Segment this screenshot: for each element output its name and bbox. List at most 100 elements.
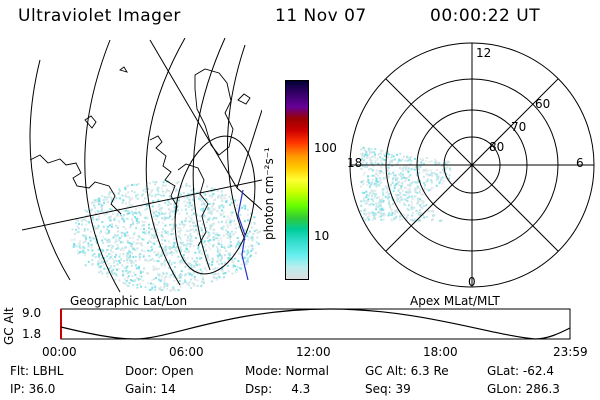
aurora-pixel xyxy=(154,237,157,239)
aurora-pixel xyxy=(425,215,428,218)
aurora-pixel xyxy=(399,159,402,162)
aurora-pixel xyxy=(220,204,223,207)
aurora-pixel xyxy=(362,183,365,185)
aurora-pixel xyxy=(118,209,121,212)
aurora-pixel xyxy=(218,252,221,255)
aurora-pixel xyxy=(364,202,367,205)
aurora-pixel xyxy=(142,270,145,273)
aurora-pixel xyxy=(200,227,203,230)
aurora-pixel xyxy=(170,233,173,236)
aurora-pixel xyxy=(394,174,397,177)
aurora-pixel xyxy=(167,266,170,269)
aurora-pixel xyxy=(247,245,250,248)
aurora-pixel xyxy=(153,237,155,239)
aurora-pixel xyxy=(157,193,160,196)
aurora-pixel xyxy=(360,148,363,151)
aurora-pixel xyxy=(191,203,194,206)
aurora-pixel xyxy=(400,187,402,190)
aurora-pixel xyxy=(83,250,86,253)
aurora-pixel xyxy=(154,218,157,221)
aurora-pixel xyxy=(212,232,215,235)
aurora-pixel xyxy=(142,255,145,258)
aurora-pixel xyxy=(413,189,416,192)
aurora-pixel xyxy=(151,258,154,260)
aurora-pixel xyxy=(367,215,370,218)
aurora-pixel xyxy=(161,235,164,238)
aurora-pixel xyxy=(190,209,193,211)
aurora-pixel xyxy=(154,195,157,198)
aurora-pixel xyxy=(395,209,398,212)
aurora-pixel xyxy=(222,210,225,213)
aurora-pixel xyxy=(388,186,391,189)
aurora-pixel xyxy=(142,238,145,241)
aurora-pixel xyxy=(380,166,383,169)
aurora-pixel xyxy=(96,210,99,213)
aurora-pixel xyxy=(375,208,378,211)
aurora-pixel xyxy=(125,279,128,282)
aurora-pixel xyxy=(169,196,172,199)
aurora-pixel xyxy=(407,209,410,211)
aurora-pixel xyxy=(158,212,161,214)
aurora-pixel xyxy=(137,183,140,185)
aurora-pixel xyxy=(380,205,383,208)
aurora-pixel xyxy=(157,267,160,270)
aurora-pixel xyxy=(111,271,113,274)
aurora-pixel xyxy=(235,207,238,210)
aurora-pixel xyxy=(113,192,116,195)
aurora-pixel xyxy=(197,272,200,275)
aurora-pixel xyxy=(197,245,200,248)
aurora-pixel xyxy=(115,235,118,238)
aurora-pixel xyxy=(408,194,411,197)
aurora-pixel xyxy=(111,199,113,201)
aurora-pixel xyxy=(188,204,191,207)
aurora-pixel xyxy=(169,289,172,292)
aurora-pixel xyxy=(138,221,140,224)
aurora-pixel xyxy=(173,242,176,245)
aurora-pixel xyxy=(191,240,194,243)
aurora-pixel xyxy=(103,261,105,264)
aurora-pixel xyxy=(435,168,438,171)
aurora-pixel xyxy=(401,218,404,220)
aurora-pixel xyxy=(229,235,232,238)
aurora-pixel xyxy=(172,246,175,249)
aurora-pixel xyxy=(384,176,387,179)
aurora-pixel xyxy=(189,220,192,223)
aurora-pixel xyxy=(114,256,117,258)
aurora-pixel xyxy=(382,172,385,175)
aurora-pixel xyxy=(235,245,238,248)
aurora-pixel xyxy=(403,155,405,158)
aurora-pixel xyxy=(139,228,142,231)
aurora-pixel xyxy=(446,161,449,164)
aurora-pixel xyxy=(219,249,222,252)
aurora-pixel xyxy=(436,173,439,176)
aurora-pixel xyxy=(97,215,100,218)
aurora-pixel xyxy=(389,188,392,191)
aurora-pixel xyxy=(430,179,433,182)
aurora-pixel xyxy=(195,230,198,233)
aurora-pixel xyxy=(374,214,377,217)
mode-info: Mode: Normal xyxy=(245,364,329,378)
aurora-pixel xyxy=(164,230,167,233)
aurora-pixel xyxy=(127,184,130,187)
aurora-pixel xyxy=(251,248,254,251)
aurora-pixel xyxy=(143,267,145,270)
aurora-pixel xyxy=(200,252,203,255)
aurora-pixel xyxy=(412,180,415,183)
aurora-pixel xyxy=(207,235,210,238)
aurora-pixel xyxy=(430,160,433,163)
aurora-pixel xyxy=(119,189,121,192)
aurora-pixel xyxy=(216,254,219,257)
aurora-pixel xyxy=(228,243,231,246)
aurora-pixel xyxy=(393,217,396,220)
aurora-pixel xyxy=(216,234,219,236)
aurora-pixel xyxy=(405,177,408,179)
aurora-pixel xyxy=(375,172,378,175)
aurora-pixel xyxy=(121,270,124,273)
aurora-pixel xyxy=(374,156,377,159)
lat-label-70: 70 xyxy=(511,120,527,134)
aurora-pixel xyxy=(409,158,411,161)
aurora-pixel xyxy=(228,234,231,237)
aurora-pixel xyxy=(380,218,383,221)
aurora-pixel xyxy=(188,267,191,270)
aurora-pixel xyxy=(225,229,228,232)
